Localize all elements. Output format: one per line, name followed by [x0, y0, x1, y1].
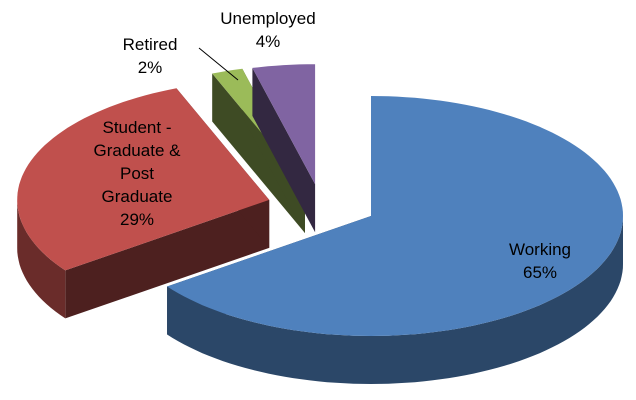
slice-wall: [17, 199, 66, 319]
slice: [252, 64, 316, 185]
category-label: Unemployed: [220, 9, 316, 28]
slice: [167, 96, 623, 336]
leader-line: [198, 47, 239, 81]
value-label: 29%: [119, 210, 155, 229]
category-label: Working: [508, 240, 572, 259]
value-label: 2%: [137, 58, 163, 77]
value-label: 4%: [255, 32, 281, 51]
value-label: 65%: [522, 263, 558, 282]
slice-side: [65, 199, 270, 319]
slice-side: [252, 67, 316, 233]
slice-label: Working 65%: [470, 238, 610, 284]
slice-side: [212, 73, 305, 234]
slice-wall: [167, 216, 623, 384]
category-label: Retired: [122, 35, 178, 54]
category-label: Student - Graduate & Post Graduate: [93, 118, 181, 206]
slice-label: Student - Graduate & Post Graduate 29%: [62, 116, 212, 231]
slice-label: Unemployed 4%: [198, 7, 338, 53]
slice-label: Retired 2%: [100, 33, 200, 79]
slice: [17, 88, 270, 271]
